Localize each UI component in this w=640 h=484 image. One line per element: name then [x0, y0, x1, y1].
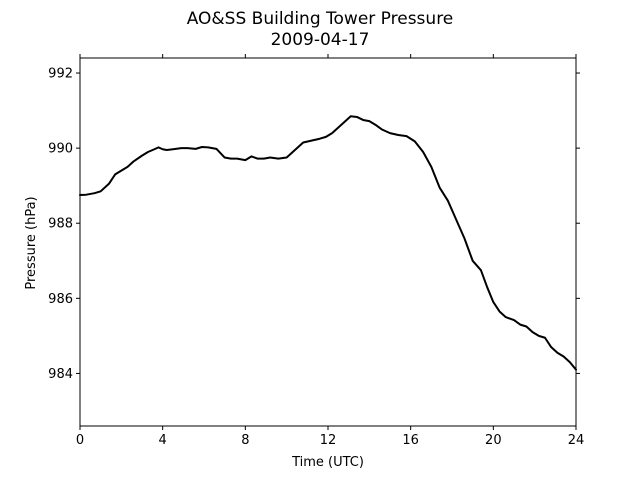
y-tick-label: 990 — [48, 142, 73, 157]
y-tick-label: 984 — [48, 367, 73, 382]
y-tick-label: 988 — [48, 217, 73, 232]
chart-title: AO&SS Building Tower Pressure — [187, 9, 454, 29]
x-tick-label: 16 — [402, 433, 419, 448]
x-tick-label: 24 — [568, 433, 585, 448]
y-tick-label: 986 — [48, 292, 73, 307]
x-axis-label: Time (UTC) — [291, 455, 364, 470]
chart-subtitle: 2009-04-17 — [271, 30, 370, 50]
x-tick-label: 4 — [159, 433, 167, 448]
y-tick-label: 992 — [48, 67, 73, 82]
plot-frame — [79, 57, 577, 427]
x-tick-label: 0 — [76, 433, 84, 448]
x-tick-label: 12 — [320, 433, 337, 448]
x-tick-label: 20 — [485, 433, 502, 448]
plot-area: 0 4 8 12 16 20 24 984 986 988 990 992 — [48, 54, 584, 448]
y-axis-label: Pressure (hPa) — [24, 196, 39, 289]
x-tick-label: 8 — [241, 433, 249, 448]
pressure-series-line — [79, 115, 577, 371]
